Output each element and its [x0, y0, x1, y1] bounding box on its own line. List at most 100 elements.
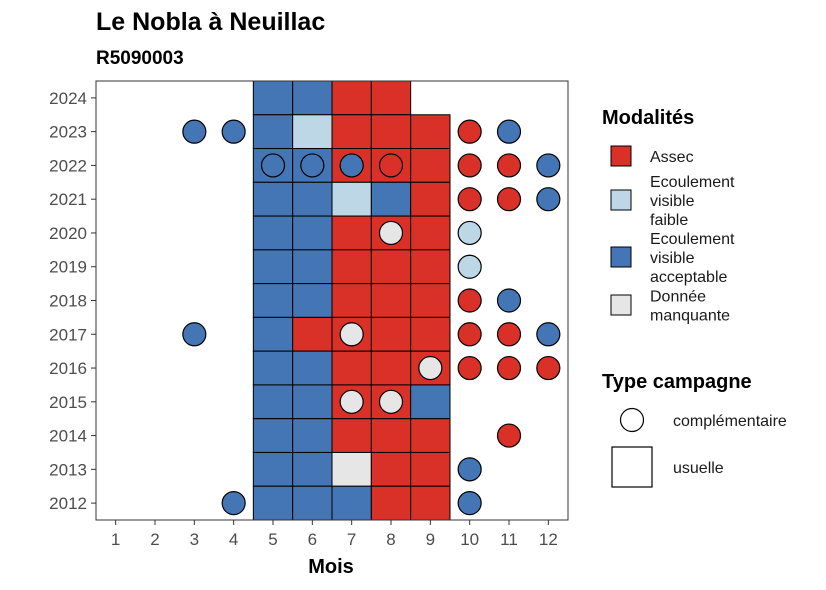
y-tick-label-2015: 2015	[49, 393, 87, 412]
heatmap-tile-2015-6	[292, 384, 333, 420]
heatmap-tile-2014-7	[331, 418, 372, 453]
x-tick-label-7: 7	[347, 530, 356, 549]
campaign-point-2016-10	[457, 355, 482, 381]
heatmap-tile-2012-7	[331, 485, 372, 521]
campaign-point-2022-11	[496, 153, 522, 178]
y-axis: 2012 2013 2014 2015 2016 2017 2018 2019 2020 2021…	[49, 89, 96, 513]
x-axis: 1 2 3 4 5 6 7 8 9 10 11 12	[111, 520, 558, 549]
legend-label-ecoulement-visible-acceptable-line1: Ecoulement	[650, 231, 735, 248]
x-tick-label-10: 10	[460, 530, 479, 549]
heatmap-tile-2014-8	[370, 418, 412, 453]
heatmap-tile-2012-8	[370, 485, 412, 521]
legend-title-campagne: Type campagne	[602, 371, 752, 393]
campaign-point-2017-3	[182, 322, 207, 347]
x-tick-label-1: 1	[111, 530, 120, 549]
heatmap-tile-2017-8	[370, 316, 412, 352]
y-tick-label-2013: 2013	[49, 460, 87, 479]
legend: Modalités Assec Ecoulement visible faible Ec…	[602, 107, 787, 488]
campaign-point-2020-10	[457, 220, 482, 246]
legend-label-ecoulement-visible-faible-line1: Ecoulement	[650, 174, 735, 191]
heatmap-tile-2018-9	[410, 283, 451, 318]
campaign-point-2023-10	[457, 119, 482, 144]
legend-title-modalites: Modalités	[602, 107, 694, 129]
y-tick-label-2020: 2020	[49, 224, 87, 243]
y-tick-label-2018: 2018	[49, 292, 87, 311]
chart-title: Le Nobla à Neuillac	[96, 8, 325, 36]
legend-label-complementaire: complémentaire	[673, 413, 787, 430]
heatmap-tile-2016-8	[370, 350, 412, 386]
heatmap-tile-2020-9	[410, 215, 451, 251]
campaign-point-2012-10	[457, 491, 482, 516]
heatmap-tile-2023-9	[410, 114, 451, 150]
campaign-point-2021-10	[457, 187, 482, 212]
heatmap-tile-2022-9	[410, 148, 451, 183]
heatmap-tile-2012-9	[410, 485, 451, 521]
heatmap-tile-2012-5	[252, 485, 294, 521]
heatmap-tile-2019-6	[292, 249, 333, 285]
campaign-point-2013-10	[457, 457, 482, 482]
campaign-point-2017-7	[339, 322, 364, 347]
legend-label-usuelle: usuelle	[673, 460, 724, 477]
x-tick-label-11: 11	[500, 530, 518, 549]
legend-key-usuelle	[611, 446, 653, 488]
heatmap-tile-2023-8	[370, 114, 412, 150]
heatmap-tile-2023-7	[331, 114, 372, 150]
campaign-point-2021-11	[496, 187, 522, 212]
campaign-point-2023-4	[221, 119, 246, 144]
heatmap-tile-2012-6	[292, 485, 333, 521]
campaign-point-2022-12	[536, 153, 561, 178]
campaign-point-2015-7	[339, 389, 364, 414]
campaign-point-2022-6	[300, 153, 325, 178]
plot-area	[95, 80, 569, 521]
y-tick-label-2021: 2021	[49, 190, 87, 209]
heatmap-tile-2021-9	[410, 181, 451, 217]
y-tick-label-2016: 2016	[49, 359, 87, 378]
legend-label-assec-line1: Assec	[650, 149, 694, 166]
heatmap-tile-2018-8	[370, 283, 412, 318]
heatmap-tile-2016-6	[292, 350, 333, 386]
campaign-point-2022-7	[339, 153, 364, 178]
campaign-point-2023-3	[182, 119, 207, 144]
legend-key-ecoulement-visible-acceptable	[610, 246, 632, 268]
campaign-point-2019-10	[457, 254, 482, 279]
campaign-point-2022-8	[378, 153, 404, 178]
heatmap-tile-2018-6	[292, 283, 333, 318]
heatmap-tile-2021-5	[252, 181, 294, 217]
legend-key-assec	[610, 145, 632, 167]
x-tick-label-9: 9	[426, 530, 435, 549]
legend-label-donnee-manquante-line1: Donnée	[650, 289, 706, 306]
heatmap-tile-2019-5	[252, 249, 294, 285]
campaign-point-2022-5	[260, 153, 286, 178]
heatmap-tile-2014-9	[410, 418, 451, 453]
legend-key-donnee-manquante	[610, 294, 632, 316]
heatmap-tile-2013-9	[410, 451, 451, 487]
x-tick-label-2: 2	[150, 530, 159, 549]
heatmap-tile-2013-7	[331, 451, 372, 487]
heatmap-tile-2024-7	[331, 80, 372, 116]
heatmap-tile-2013-5	[252, 451, 294, 487]
campaign-point-2018-10	[457, 288, 482, 313]
legend-label-ecoulement-visible-acceptable-line3: acceptable	[650, 269, 727, 286]
heatmap-tile-2021-7	[331, 181, 372, 217]
x-tick-label-12: 12	[539, 530, 558, 549]
campaign-point-2014-11	[496, 423, 522, 448]
y-tick-label-2023: 2023	[49, 123, 87, 142]
heatmap-tile-2020-5	[252, 215, 294, 251]
heatmap-tile-2020-7	[331, 215, 372, 251]
y-tick-label-2012: 2012	[49, 494, 87, 513]
heatmap-tile-2019-7	[331, 249, 372, 285]
heatmap-tile-2021-8	[370, 181, 412, 217]
campaign-point-2016-12	[536, 355, 561, 381]
heatmap-tile-2015-9	[410, 384, 451, 420]
legend-label-ecoulement-visible-faible-line3: faible	[650, 212, 688, 229]
heatmap-tile-2020-6	[292, 215, 333, 251]
legend-label-ecoulement-visible-acceptable-line2: visible	[650, 250, 695, 267]
x-tick-label-3: 3	[190, 530, 199, 549]
heatmap-tile-2024-8	[370, 80, 412, 116]
heatmap-tile-2018-7	[331, 283, 372, 318]
heatmap-tile-2024-6	[292, 80, 333, 116]
y-tick-label-2014: 2014	[49, 427, 87, 446]
heatmap-tile-2015-5	[252, 384, 294, 420]
heatmap-tile-2014-6	[292, 418, 333, 453]
campaign-point-2017-11	[496, 322, 522, 347]
